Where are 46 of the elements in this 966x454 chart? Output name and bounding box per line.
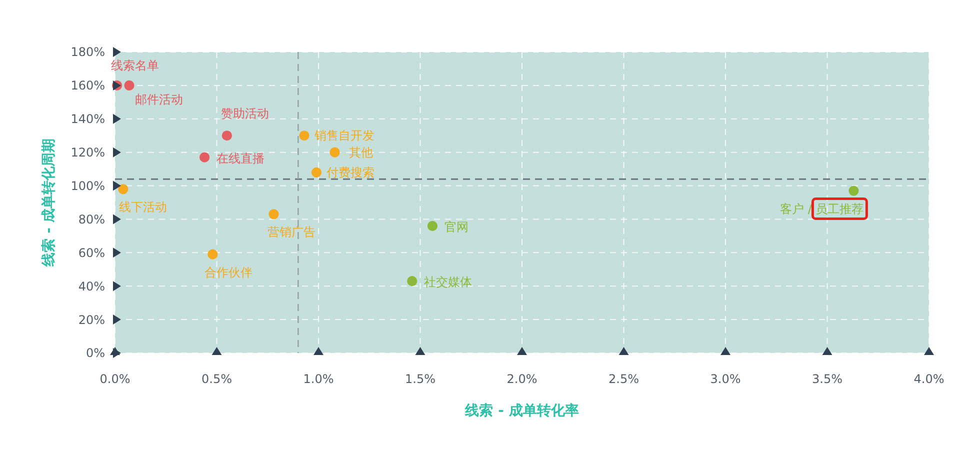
annotation: 合作伙伴 bbox=[204, 265, 253, 280]
y-tick-label: 100% bbox=[70, 178, 105, 193]
annotation: 营销广告 bbox=[268, 225, 316, 240]
annotation: 官网 bbox=[444, 220, 468, 234]
y-tick-label: 40% bbox=[78, 279, 105, 294]
point bbox=[330, 147, 340, 158]
point bbox=[427, 220, 438, 231]
y-tick-label: 0% bbox=[86, 346, 105, 360]
x-tick-label: 3.5% bbox=[812, 372, 842, 386]
y-tick-label: 80% bbox=[78, 212, 105, 226]
annotation: 赞助活动 bbox=[220, 106, 269, 121]
point bbox=[311, 167, 322, 178]
point bbox=[208, 249, 218, 260]
x-axis-title: 线索 - 成单转化率 bbox=[464, 402, 579, 419]
annotation: 线下活动 bbox=[119, 200, 168, 214]
x-tick-label: 0.0% bbox=[100, 372, 130, 386]
x-tick-label: 4.0% bbox=[914, 372, 944, 386]
y-tick-label: 20% bbox=[78, 312, 105, 327]
point bbox=[222, 130, 232, 141]
x-tick-label: 1.5% bbox=[405, 372, 436, 386]
annotation: 客户 / 员工推荐 bbox=[780, 202, 864, 216]
annotation: 线索名单 bbox=[111, 58, 160, 72]
annotation: 销售自开发 bbox=[313, 128, 374, 143]
x-tick-label: 1.0% bbox=[303, 372, 334, 386]
point bbox=[848, 186, 859, 196]
y-tick-label: 180% bbox=[70, 45, 105, 60]
point bbox=[124, 80, 134, 90]
point bbox=[407, 276, 418, 286]
y-tick-label: 140% bbox=[70, 112, 105, 126]
annotation: 在线直播 bbox=[216, 151, 265, 166]
x-tick-label: 2.0% bbox=[506, 372, 538, 386]
y-axis-title: 线索 - 成单转化周期 bbox=[41, 138, 57, 268]
y-tick-label: 160% bbox=[70, 78, 105, 93]
annotation: 付费搜索 bbox=[325, 165, 374, 180]
annotation: 其他 bbox=[348, 145, 373, 160]
x-tick-label: 3.0% bbox=[710, 372, 741, 386]
point bbox=[118, 184, 128, 194]
x-tick-label: 2.5% bbox=[608, 372, 639, 386]
y-tick-label: 60% bbox=[78, 246, 105, 260]
point bbox=[299, 130, 310, 141]
point bbox=[199, 152, 210, 162]
point bbox=[268, 209, 279, 220]
x-tick-label: 0.5% bbox=[202, 372, 232, 386]
annotation: 社交媒体 bbox=[424, 275, 472, 290]
annotation: 邮件活动 bbox=[135, 92, 184, 106]
y-tick-label: 120% bbox=[70, 146, 105, 160]
